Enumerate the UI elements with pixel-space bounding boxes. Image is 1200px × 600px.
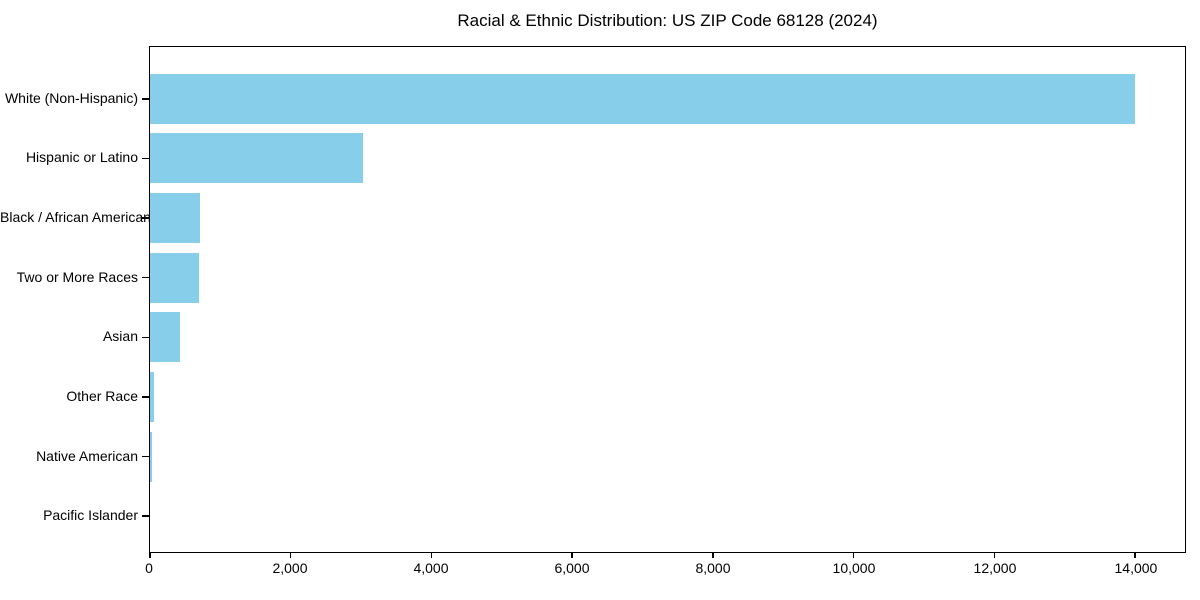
x-tick-label: 6,000 bbox=[554, 560, 590, 576]
y-tick-mark bbox=[142, 217, 149, 219]
x-tick-mark bbox=[712, 552, 714, 558]
y-tick-label: Black / African American bbox=[0, 209, 151, 226]
y-tick-mark bbox=[142, 157, 149, 160]
bar bbox=[150, 252, 199, 303]
bar bbox=[150, 133, 364, 184]
y-tick-mark bbox=[142, 336, 149, 339]
bar bbox=[150, 193, 200, 244]
y-tick-mark bbox=[142, 98, 149, 100]
y-tick-label: Other Race bbox=[66, 387, 138, 404]
y-tick-label: Asian bbox=[102, 328, 138, 345]
y-tick-label: Native American bbox=[36, 447, 138, 464]
x-tick-label: 12,000 bbox=[973, 560, 1017, 576]
chart-title: Racial & Ethnic Distribution: US ZIP Cod… bbox=[457, 11, 878, 30]
x-tick-mark bbox=[1134, 552, 1136, 558]
y-tick-mark bbox=[142, 396, 149, 398]
x-tick-mark bbox=[289, 552, 292, 558]
bar bbox=[150, 431, 153, 482]
y-tick-label: Hispanic or Latino bbox=[25, 149, 138, 166]
x-tick-mark bbox=[149, 552, 151, 558]
x-tick-label: 0 bbox=[145, 560, 153, 576]
y-tick-mark bbox=[142, 276, 149, 279]
bar bbox=[150, 312, 181, 363]
x-tick-mark bbox=[993, 552, 996, 558]
x-tick-label: 14,000 bbox=[1114, 560, 1158, 576]
y-tick-mark bbox=[142, 515, 149, 517]
y-axis-labels: White (Non-Hispanic) Hispanic or Latino Bl… bbox=[0, 46, 151, 553]
x-tick-label: 8,000 bbox=[695, 560, 731, 576]
x-tick-label: 2,000 bbox=[272, 560, 308, 576]
y-tick-label: White (Non-Hispanic) bbox=[4, 89, 138, 106]
x-tick-mark bbox=[852, 552, 855, 558]
plot-area bbox=[142, 46, 1186, 558]
x-tick-label: 4,000 bbox=[413, 560, 449, 576]
bar bbox=[150, 73, 1136, 124]
y-tick-label: Pacific Islander bbox=[43, 507, 138, 524]
x-tick-mark bbox=[430, 552, 433, 558]
y-tick-label: Two or More Races bbox=[16, 268, 138, 285]
y-tick-mark bbox=[142, 455, 149, 458]
x-tick-mark bbox=[571, 552, 573, 558]
bar bbox=[150, 371, 154, 422]
x-tick-label: 10,000 bbox=[832, 560, 876, 576]
bars bbox=[150, 47, 1185, 552]
x-axis-labels: 0 2,000 4,000 6,000 8,000 10,000 12,000 14,000 bbox=[145, 560, 1186, 582]
